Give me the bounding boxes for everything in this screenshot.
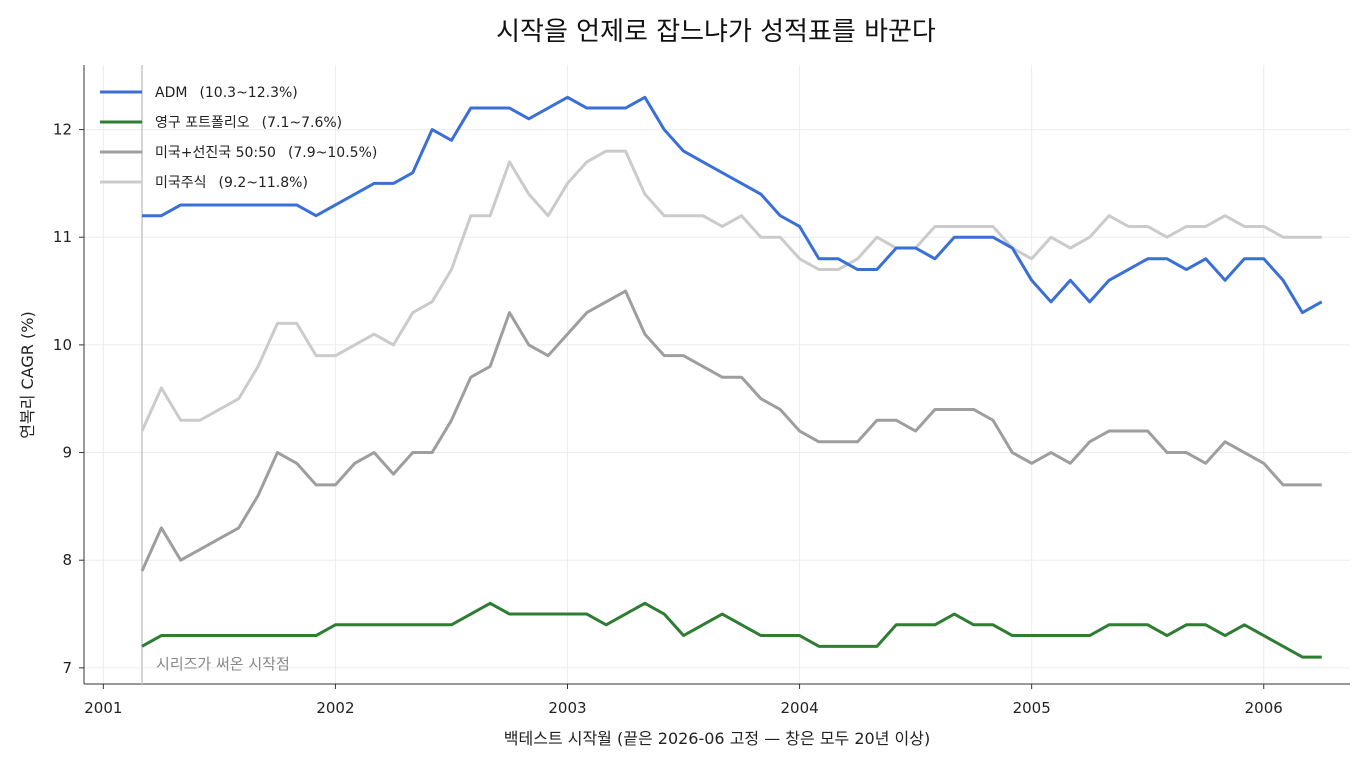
series-line: [142, 95, 1323, 315]
legend-series-name: 영구 포트폴리오: [155, 115, 250, 131]
legend-range: (9.2~11.8%): [219, 175, 308, 191]
legend-series-name: ADM: [155, 85, 187, 101]
y-tick-label: 9: [62, 444, 72, 462]
legend-label: 미국+선진국 50:50 (7.9~10.5%): [155, 145, 377, 161]
x-tick-label: 2003: [548, 699, 586, 717]
legend-series-name: 미국+선진국 50:50: [155, 145, 276, 161]
y-axis-title: 연복리 CAGR (%): [18, 311, 37, 438]
y-tick-label: 8: [62, 551, 72, 569]
series: [140, 95, 1323, 659]
y-tick-label: 11: [53, 228, 72, 246]
legend: ADM (10.3~12.3%) 영구 포트폴리오 (7.1~7.6%) 미국+선진국 …: [100, 85, 377, 191]
legend-label: 미국주식 (9.2~11.8%): [155, 175, 308, 191]
series-line: [140, 149, 1322, 432]
legend-range: (7.1~7.6%): [262, 115, 343, 131]
y-ticks: 7 8 9 10 11 12: [53, 121, 84, 677]
annotation: 시리즈가 써온 시작점: [141, 65, 290, 684]
y-tick-label: 10: [53, 336, 72, 354]
y-tick-label: 12: [53, 121, 72, 139]
axes: [83, 65, 1350, 685]
chart-title: 시작을 언제로 잡느냐가 성적표를 바꾼다: [496, 17, 936, 47]
x-ticks: 2001 2002 2003 2004 2005 2006: [84, 684, 1283, 717]
x-axis-title: 백테스트 시작월 (끝은 2026-06 고정 — 창은 모두 20년 이상): [504, 729, 930, 748]
legend-label: 영구 포트폴리오 (7.1~7.6%): [155, 115, 342, 131]
x-tick-label: 2006: [1245, 699, 1283, 717]
legend-series-name: 미국주식: [155, 175, 207, 191]
series-line: [140, 289, 1322, 572]
x-tick-label: 2001: [84, 699, 122, 717]
legend-range: (10.3~12.3%): [199, 85, 297, 101]
start-marker-label: 시리즈가 써온 시작점: [156, 655, 290, 673]
x-tick-label: 2005: [1013, 699, 1051, 717]
grid: [84, 65, 1350, 684]
series-line: [141, 601, 1322, 659]
y-tick-label: 7: [62, 659, 72, 677]
x-tick-label: 2004: [780, 699, 818, 717]
legend-range: (7.9~10.5%): [288, 145, 377, 161]
legend-label: ADM (10.3~12.3%): [155, 85, 298, 101]
x-tick-label: 2002: [316, 699, 354, 717]
